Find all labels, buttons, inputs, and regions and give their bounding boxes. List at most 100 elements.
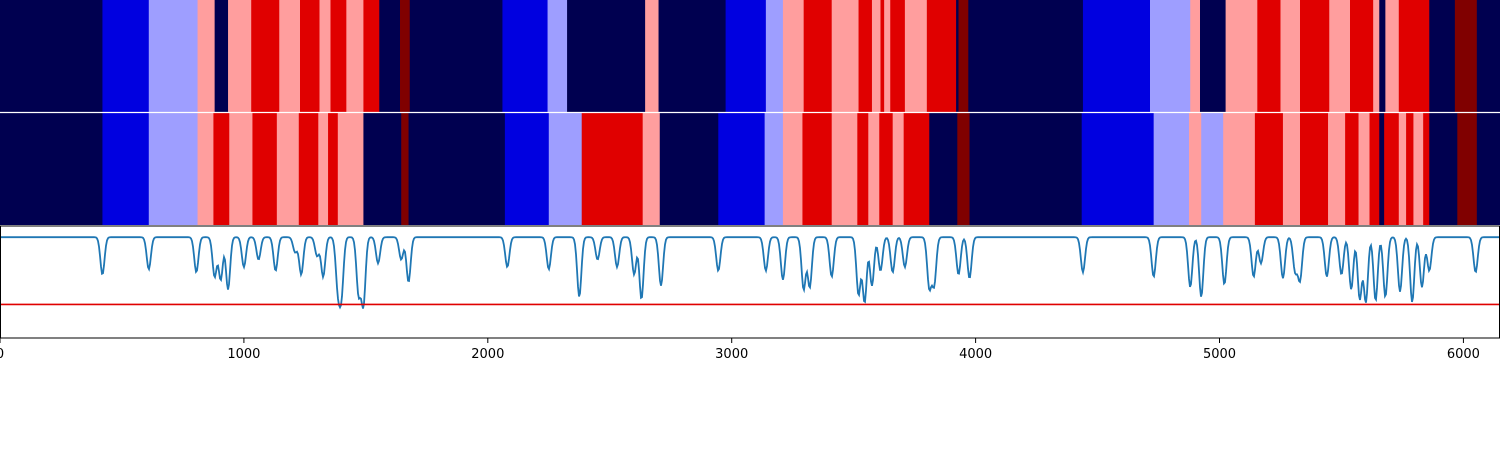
track-1-segment [958, 0, 969, 112]
track-1-segment [0, 0, 103, 112]
track-1-segment [956, 0, 959, 112]
track-2-segment [548, 113, 583, 225]
track-1-segment [858, 0, 873, 112]
track-1-segment [645, 0, 659, 112]
x-tick-label: 6000 [1447, 347, 1480, 362]
track-1-segment [400, 0, 411, 112]
track-2-segment [1189, 113, 1202, 225]
track-2-segment [1282, 113, 1301, 225]
track-2-segment [802, 113, 833, 225]
track-2-segment [337, 113, 364, 225]
track-2-segment [1406, 113, 1414, 225]
track-1-segment [319, 0, 331, 112]
track-2-segment [764, 113, 784, 225]
track-2-segment [1358, 113, 1370, 225]
track-2-segment [1379, 113, 1385, 225]
track-1-segment [1082, 0, 1151, 112]
track-2-segment [1345, 113, 1359, 225]
track-2-segment [102, 113, 150, 225]
track-1-segment [658, 0, 727, 112]
track-2-segment [831, 113, 858, 225]
track-1-segment [1398, 0, 1430, 112]
track-2-segment [0, 113, 103, 225]
track-2-segment [1413, 113, 1424, 225]
track-2-segment [504, 113, 550, 225]
track-1-segment [300, 0, 320, 112]
track-2-segment [868, 113, 880, 225]
track-1-segment [1329, 0, 1351, 112]
track-1-segment [1200, 0, 1227, 112]
track-1-segment [725, 0, 767, 112]
track-1-segment [1429, 0, 1456, 112]
x-tick-label: 0 [0, 347, 4, 362]
track-1-segment [1257, 0, 1281, 112]
track-1-segment [831, 0, 859, 112]
track-1-segment [379, 0, 401, 112]
track-2-segment [929, 113, 958, 225]
track-2-segment [229, 113, 253, 225]
track-2-segment [1300, 113, 1329, 225]
track-2-segment [1457, 113, 1478, 225]
track-1-segment [803, 0, 833, 112]
track-1-segment [228, 0, 252, 112]
track-2-segment [581, 113, 644, 225]
track-1-segment [968, 0, 1084, 112]
track-2-segment [857, 113, 869, 225]
track-2 [0, 113, 1500, 225]
track-1-segment [782, 0, 805, 112]
track-1-segment [1225, 0, 1258, 112]
track-2-segment [298, 113, 319, 225]
track-1-segment [871, 0, 881, 112]
track-2-segment [276, 113, 300, 225]
track-1-segment [567, 0, 646, 112]
track-1-segment [1454, 0, 1478, 112]
track-1-segment [1476, 0, 1500, 112]
track-1-segment [330, 0, 347, 112]
line-panel-frame [0, 225, 1500, 339]
track-2-segment [213, 113, 230, 225]
x-tick-label: 5000 [1203, 347, 1236, 362]
track-1-segment [1373, 0, 1380, 112]
track-2-segment [318, 113, 329, 225]
x-tick-label: 4000 [959, 347, 992, 362]
track-2-segment [1423, 113, 1430, 225]
track-1-segment [1300, 0, 1330, 112]
track-1-segment [148, 0, 198, 112]
track-2-segment [969, 113, 1083, 225]
track-2-segment [1369, 113, 1380, 225]
track-1-segment [890, 0, 906, 112]
track-1-segment [251, 0, 280, 112]
track-2-segment [1153, 113, 1190, 225]
track-1-segment [1385, 0, 1400, 112]
track-2-segment [892, 113, 905, 225]
track-1-segment [279, 0, 301, 112]
track-2-segment [197, 113, 214, 225]
track-1 [0, 0, 1500, 112]
track-1-segment [904, 0, 928, 112]
track-2-segment [1328, 113, 1346, 225]
track-2-segment [1384, 113, 1400, 225]
track-1-segment [409, 0, 503, 112]
track-1-segment [102, 0, 150, 112]
x-tick-label: 2000 [471, 347, 504, 362]
track-2-segment [903, 113, 930, 225]
track-2-segment [328, 113, 339, 225]
track-2-segment [642, 113, 661, 225]
track-1-segment [214, 0, 229, 112]
track-2-segment [879, 113, 894, 225]
x-tick-label: 3000 [715, 347, 748, 362]
track-1-segment [1280, 0, 1301, 112]
track-2-segment [957, 113, 970, 225]
track-1-segment [1379, 0, 1386, 112]
track-1-segment [1350, 0, 1374, 112]
track-2-segment [1476, 113, 1500, 225]
track-2-segment [659, 113, 719, 225]
track-2-segment [148, 113, 198, 225]
track-1-segment [502, 0, 548, 112]
track-2-segment [1223, 113, 1256, 225]
x-axis: 0 1000 2000 3000 4000 5000 6000 [0, 338, 1480, 362]
track-2-segment [1254, 113, 1284, 225]
track-2-segment [1201, 113, 1224, 225]
track-1-segment [197, 0, 216, 112]
